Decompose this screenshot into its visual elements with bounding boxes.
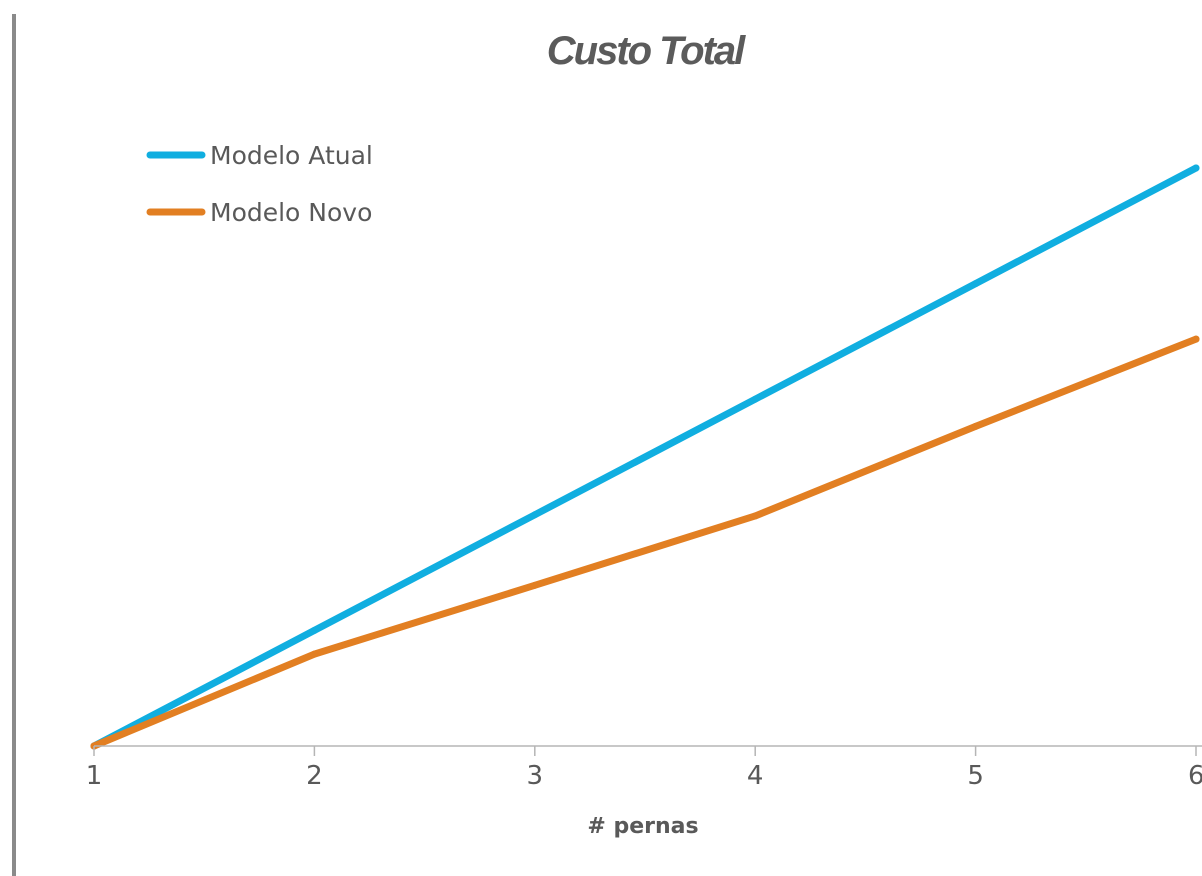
data-point-modelo-atual-5 bbox=[972, 280, 980, 288]
data-point-modelo-novo-6 bbox=[1192, 335, 1200, 343]
chart-title: Custo Total bbox=[547, 29, 746, 73]
data-point-modelo-atual-2 bbox=[310, 626, 318, 634]
data-point-modelo-novo-2 bbox=[310, 650, 318, 658]
data-point-modelo-atual-3 bbox=[531, 511, 539, 519]
x-axis-label: # pernas bbox=[587, 814, 698, 839]
data-point-modelo-atual-4 bbox=[751, 395, 759, 403]
x-tick-label-2: 2 bbox=[306, 761, 323, 791]
series-line-modelo-novo bbox=[90, 335, 1200, 750]
legend-label-modelo-atual: Modelo Atual bbox=[210, 141, 373, 170]
left-border-rule bbox=[12, 14, 16, 876]
x-tick-label-6: 6 bbox=[1188, 761, 1202, 791]
series-line-modelo-atual bbox=[90, 164, 1200, 750]
x-tick-label-3: 3 bbox=[527, 761, 544, 791]
series-layer bbox=[90, 164, 1200, 750]
x-tick-label-1: 1 bbox=[86, 761, 103, 791]
legend-label-modelo-novo: Modelo Novo bbox=[210, 198, 372, 227]
data-point-modelo-atual-6 bbox=[1192, 164, 1200, 172]
x-tick-label-5: 5 bbox=[967, 761, 984, 791]
data-point-modelo-novo-4 bbox=[751, 512, 759, 520]
x-axis-tick-labels: 1 2 3 4 5 6 bbox=[86, 761, 1202, 791]
data-point-modelo-novo-3 bbox=[531, 581, 539, 589]
x-tick-label-4: 4 bbox=[747, 761, 764, 791]
x-axis-ticks bbox=[93, 746, 1197, 756]
legend: Modelo Atual Modelo Novo bbox=[146, 141, 373, 227]
data-point-modelo-novo-5 bbox=[972, 422, 980, 430]
plot-area: 1 2 3 4 5 6 bbox=[86, 164, 1202, 791]
